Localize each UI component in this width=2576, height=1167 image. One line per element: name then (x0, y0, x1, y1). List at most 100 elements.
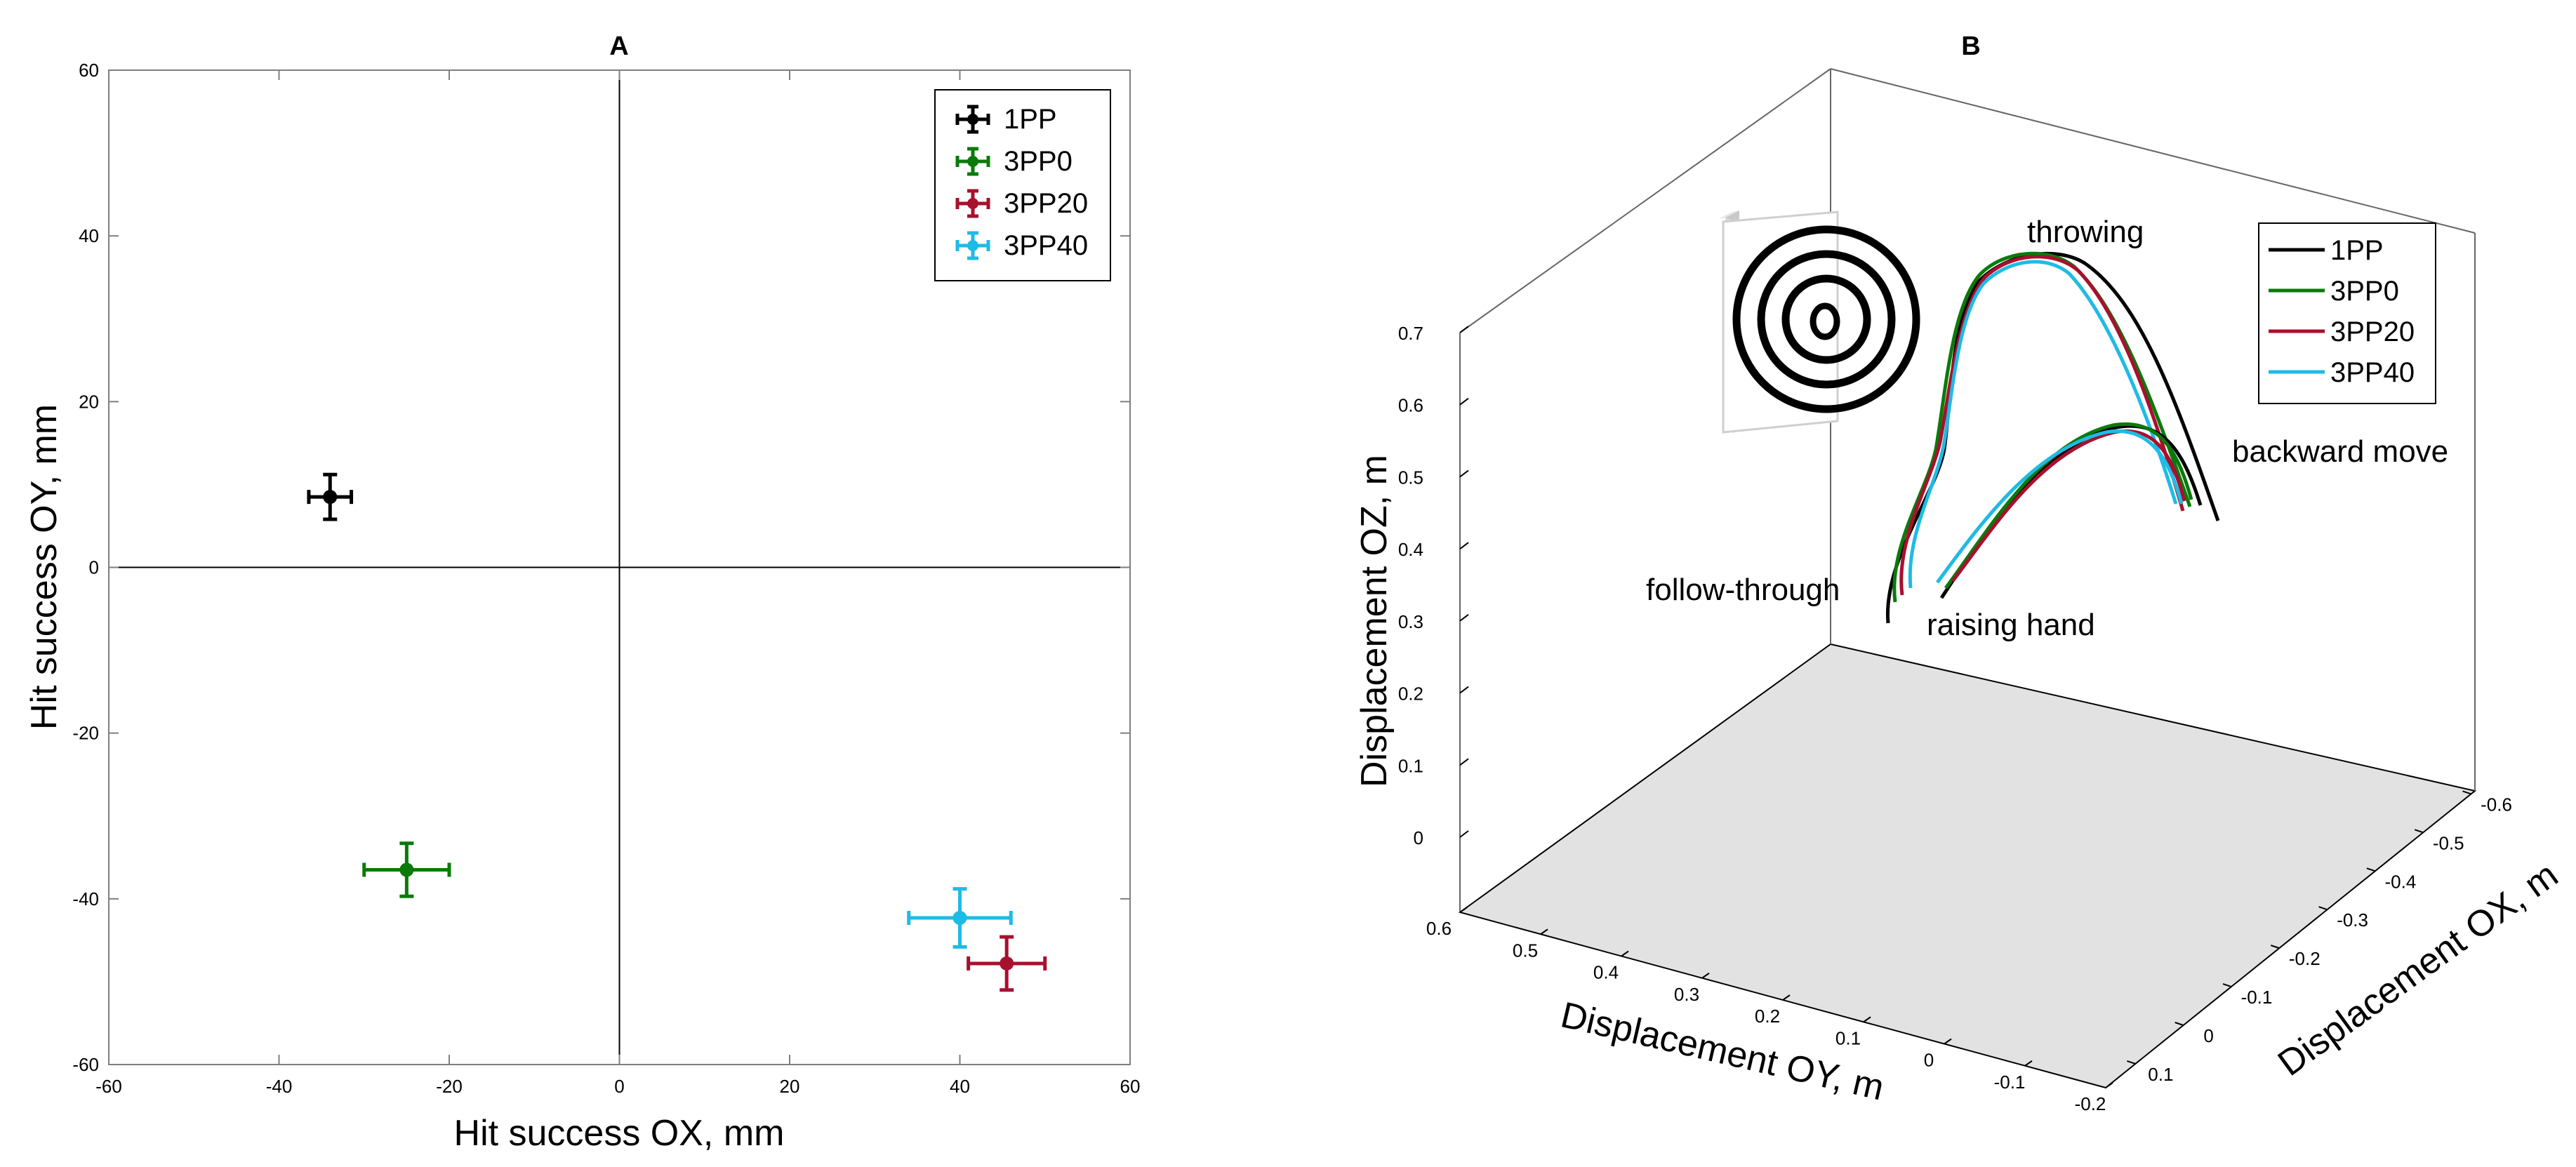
trajectory-curves (1885, 251, 2220, 624)
oz-tick-label-0-7: 0.7 (1398, 323, 1423, 344)
oz-tick-0-4 (1459, 542, 1469, 549)
panel-a-data-points (307, 472, 1047, 992)
oy-tick-0-2 (1782, 994, 1791, 1001)
oz-tick-0-7 (1459, 326, 1469, 333)
oy-tick--0-1 (2024, 1060, 2033, 1067)
legend-a-marker-3pp40 (967, 240, 978, 251)
trajectory-inner-3pp20 (1951, 429, 2186, 582)
oz-tick-0-3 (1459, 614, 1469, 622)
ox-tick--0-4 (2366, 867, 2376, 872)
panel-a-x-axis-label: Hit success OX, mm (454, 1113, 785, 1154)
oy-tick-label-0-2: 0.2 (1755, 1006, 1780, 1027)
legend-b-label-1pp: 1PP (2330, 235, 2384, 266)
legend-a-marker-3pp20 (967, 198, 978, 209)
oy-tick-label-0-4: 0.4 (1593, 962, 1619, 983)
trajectory-inner-3pp40 (1935, 429, 2184, 584)
data-point-3pp20 (967, 935, 1047, 992)
legend-a-marker-3pp0 (967, 156, 978, 167)
trajectory-inner-3pp0 (1944, 422, 2193, 589)
annotation-throwing: throwing (2027, 215, 2144, 249)
x-tick-label-60: 60 (1120, 1076, 1141, 1097)
oz-tick-label-0-1: 0.1 (1398, 755, 1423, 776)
oy-tick-0-4 (1621, 950, 1629, 957)
data-point-1pp (307, 472, 354, 521)
panel-a-legend-items (955, 105, 990, 260)
x-tick-label--20: -20 (436, 1076, 463, 1097)
target-rings (1722, 211, 1920, 434)
ox-tick--0-1 (2222, 983, 2232, 988)
ox-tick-label--0-6: -0.6 (2481, 794, 2512, 815)
oz-tick-0-1 (1459, 758, 1469, 766)
oz-tick-label-0-6: 0.6 (1398, 395, 1423, 416)
ox-tick--0-6 (2462, 790, 2471, 795)
ox-tick-0 (2175, 1022, 2184, 1026)
panel-b-ticks: 0 0.1 0.2 0.3 0.4 0.5 0.6 0.7 0.6 0.5 0.4 0.3 0.2 0.1… (1398, 323, 2512, 1114)
panel-b: B 00.10.20.30.40.50.60.70.60.50.40.30.20… (1354, 32, 2565, 1114)
legend-b-label-3pp40: 3PP40 (2330, 357, 2415, 388)
oz-tick-label-0: 0 (1414, 827, 1423, 848)
y-tick-label-40: 40 (79, 225, 99, 246)
oy-tick-label-0-3: 0.3 (1674, 984, 1699, 1005)
marker-3pp40 (952, 910, 967, 925)
oy-tick-label-0-5: 0.5 (1513, 940, 1538, 961)
oz-tick-label-0-2: 0.2 (1398, 683, 1423, 705)
ox-tick-label--0-1: -0.1 (2241, 987, 2273, 1008)
target-ring-3 (1781, 274, 1871, 364)
annotation-raising-hand: raising hand (1927, 608, 2095, 642)
legend-b-label-3pp0: 3PP0 (2330, 276, 2399, 307)
x-tick-label--40: -40 (266, 1076, 293, 1097)
panel-a-ticks: -60 -40 -20 0 20 40 60 -60 -40 -20 0 20 40 60 (72, 60, 1140, 1097)
oz-tick-0 (1459, 830, 1469, 838)
oz-tick-0-6 (1459, 397, 1469, 406)
panel-a: -60 -40 -20 0 20 40 60 -60 -40 -20 0 20 40 60 A Hit s… (24, 32, 1140, 1154)
wall-top-left (1459, 68, 1831, 333)
legend-a-label-3pp40: 3PP40 (1004, 230, 1088, 261)
oy-tick-0-1 (1863, 1016, 1871, 1023)
oy-tick--0-2 (2105, 1082, 2113, 1088)
panel-a-title: A (609, 32, 628, 61)
wall-top-right (1830, 68, 2476, 234)
x-tick-label-20: 20 (780, 1076, 800, 1097)
oz-tick-label-0-4: 0.4 (1398, 539, 1423, 560)
target-board-top (1718, 211, 1739, 219)
y-tick-label-60: 60 (79, 60, 99, 81)
oy-tick-0 (1944, 1038, 1952, 1045)
oy-tick-label--0-2: -0.2 (2075, 1093, 2106, 1114)
y-tick-label-20: 20 (79, 391, 99, 412)
oy-tick-label-0: 0 (1924, 1050, 1934, 1071)
panel-b-legend-items (2269, 248, 2325, 374)
legend-a-label-3pp20: 3PP20 (1004, 188, 1088, 219)
oy-tick-0-6 (1459, 907, 1468, 913)
oy-tick-0-3 (1701, 972, 1710, 979)
oz-tick-label-0-3: 0.3 (1398, 611, 1423, 632)
y-tick-label--20: -20 (72, 723, 99, 744)
ox-tick-label--0-3: -0.3 (2337, 909, 2368, 931)
x-tick-label-0: 0 (614, 1076, 624, 1097)
panel-a-legend-box (934, 89, 1111, 281)
legend-a-label-1pp: 1PP (1004, 104, 1057, 135)
data-point-3pp0 (362, 841, 451, 898)
trajectory-outer-3pp20 (1899, 255, 2185, 596)
panel-a-y-axis-label: Hit success OY, mm (24, 404, 65, 730)
oz-tick-0-5 (1459, 469, 1469, 478)
y-tick-label--40: -40 (72, 888, 99, 909)
oz-tick-label-0-5: 0.5 (1398, 467, 1423, 488)
target-bullseye (1810, 302, 1840, 340)
ox-tick-label-0-1: 0.1 (2148, 1064, 2173, 1085)
oy-tick-label-0-1: 0.1 (1835, 1027, 1861, 1048)
panel-b-title: B (1961, 32, 1980, 61)
ox-tick--0-2 (2270, 945, 2280, 949)
annotation-follow-through: follow-through (1646, 573, 1840, 607)
target-ring-outer (1732, 225, 1920, 413)
ox-tick-label--0-2: -0.2 (2289, 948, 2321, 969)
trajectory-outer-3pp40 (1908, 260, 2178, 589)
target-ring-2 (1757, 250, 1896, 389)
annotation-backward-move: backward move (2232, 434, 2448, 469)
panel-b-oz-axis-label: Displacement OZ, m (1354, 455, 1395, 787)
legend-a-marker-1pp (967, 114, 978, 125)
marker-3pp0 (399, 862, 414, 877)
legend-a-label-3pp0: 3PP0 (1004, 146, 1073, 177)
data-point-3pp40 (907, 887, 1013, 949)
panel-b-legend: 1PP 3PP0 3PP20 3PP40 (2258, 222, 2436, 404)
